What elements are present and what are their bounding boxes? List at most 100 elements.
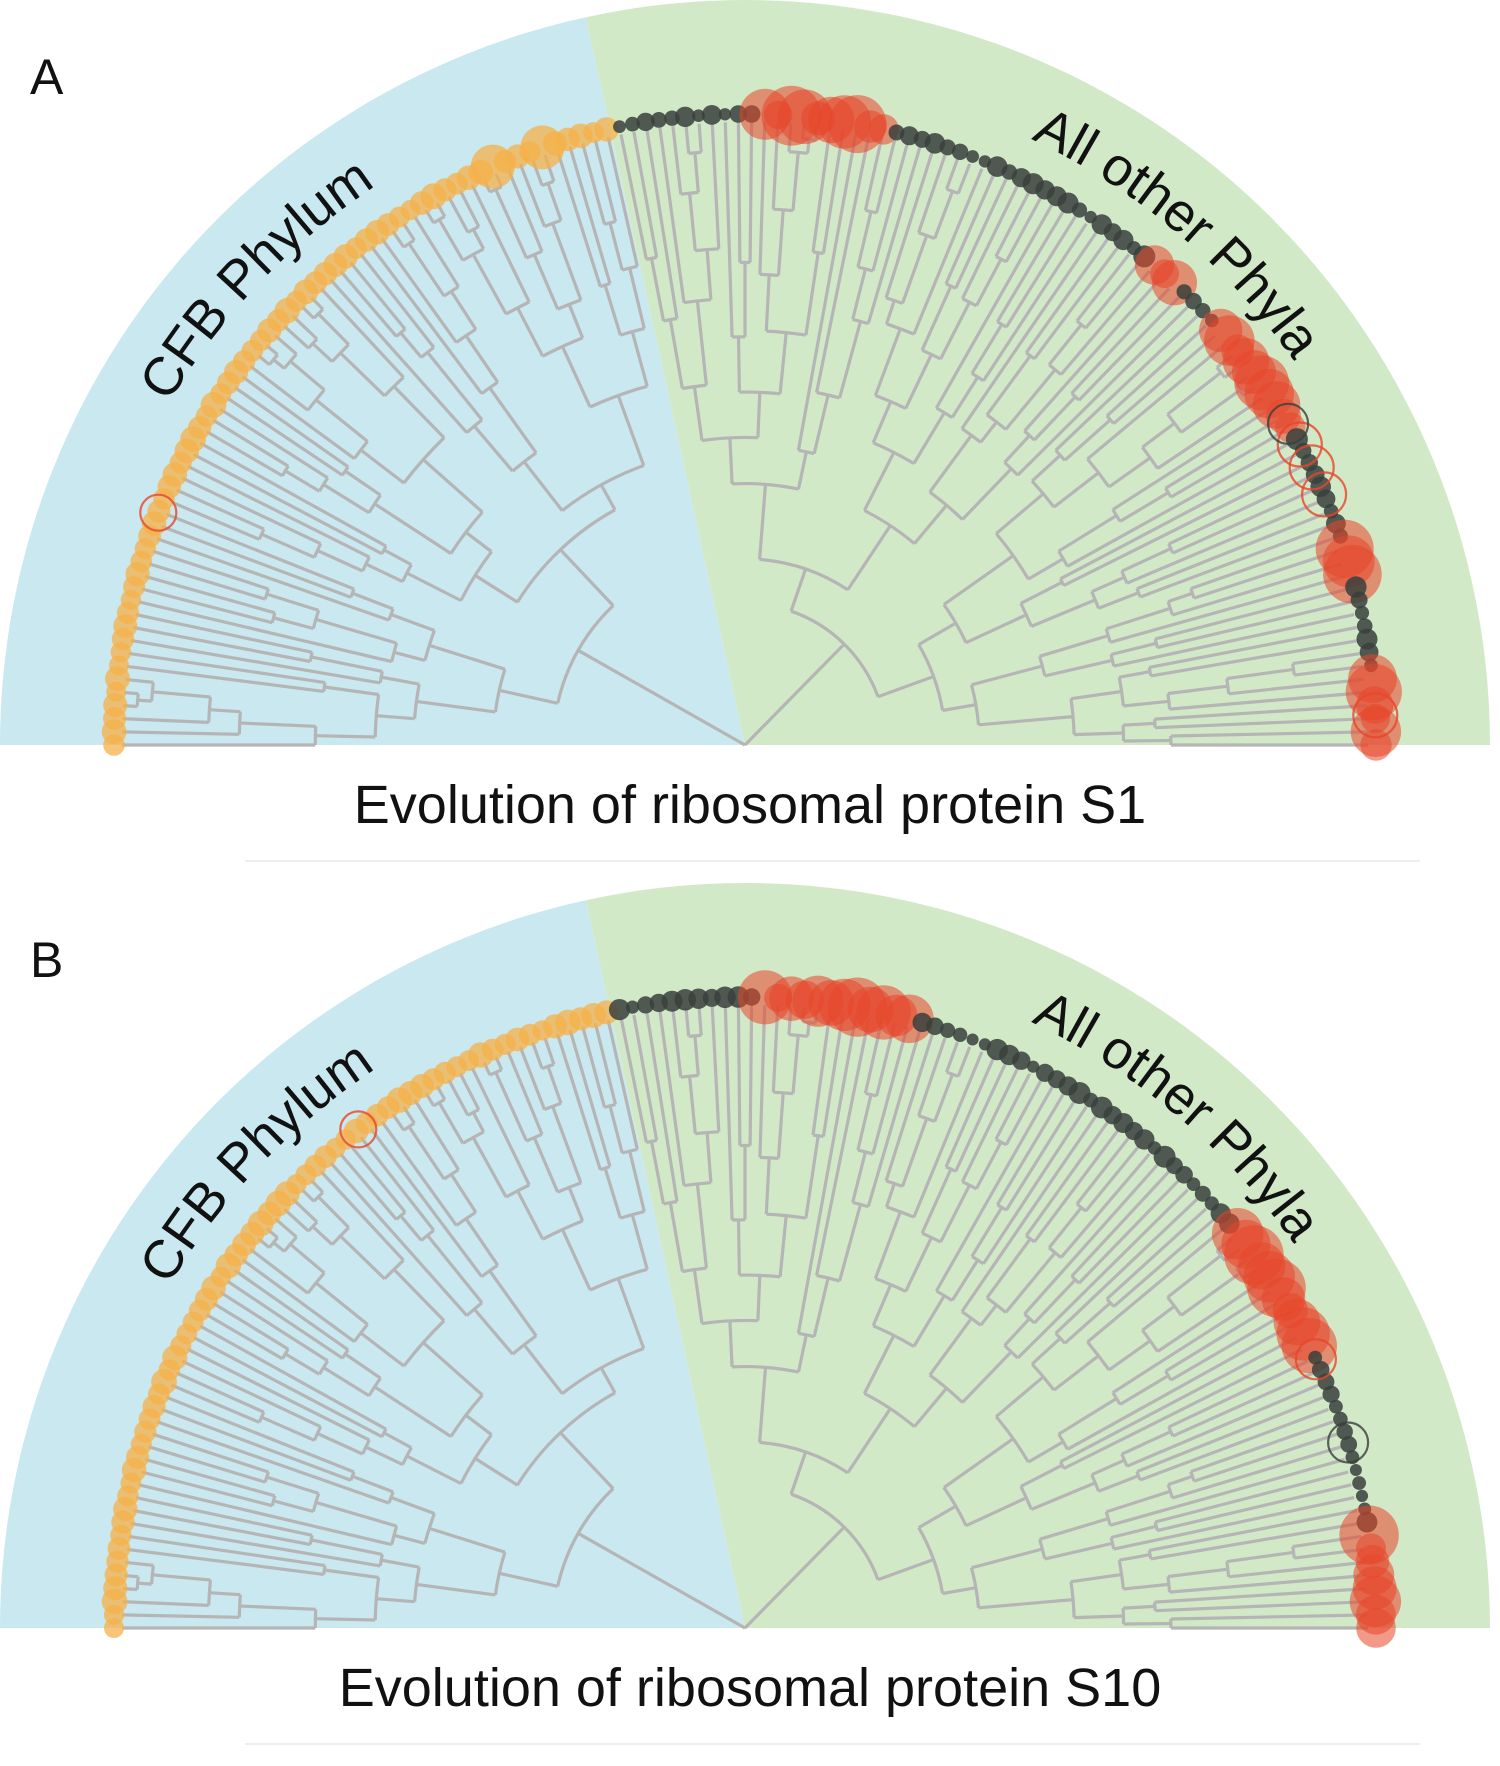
tree-branch	[965, 1496, 1027, 1528]
tree-branch	[986, 413, 1007, 431]
tree-branch	[568, 146, 612, 285]
tree-branch	[985, 354, 1032, 416]
tree-branch	[1027, 1440, 1065, 1464]
tree-branch	[152, 1432, 269, 1474]
tree-branch	[1110, 1524, 1157, 1540]
tree-branch	[871, 400, 893, 444]
tree-branch	[960, 1067, 1020, 1183]
tree-branch	[917, 1504, 957, 1529]
tree-branch	[1066, 1324, 1291, 1451]
tip-markers	[101, 85, 1402, 761]
tree-branch	[543, 1101, 562, 1111]
tree-branch	[1004, 1079, 1043, 1146]
caption-divider	[245, 1743, 1420, 1745]
tree-branch	[1077, 296, 1180, 402]
tree-branch	[165, 512, 355, 591]
tree-branch	[982, 222, 1088, 382]
tree-branch	[920, 285, 953, 351]
tree-branch	[649, 1141, 666, 1205]
tree-branch	[632, 131, 659, 258]
tree-branch	[982, 1105, 1088, 1265]
tree-branch	[619, 1210, 645, 1220]
tree-branch	[1024, 1120, 1110, 1237]
tree-branch	[464, 334, 500, 384]
tree-branch	[283, 1207, 310, 1233]
tree-branch	[1104, 628, 1112, 643]
tree-branch	[918, 231, 936, 240]
tree-branch	[383, 548, 413, 567]
tree-branch	[373, 1577, 381, 1621]
tree-branch	[759, 1440, 849, 1475]
tip-marker	[1329, 1399, 1343, 1414]
tree-branch	[1086, 344, 1225, 461]
tree-branch	[402, 238, 416, 249]
tree-branch	[1044, 1541, 1113, 1561]
tree-branches	[122, 121, 1368, 747]
tree-branch	[516, 1190, 545, 1240]
tree-branch	[668, 319, 684, 389]
tree-branch	[331, 343, 350, 363]
tree-branch	[270, 612, 277, 624]
tree-branch	[1154, 1587, 1367, 1604]
tree-branch	[917, 621, 957, 646]
tree-branch	[1057, 1433, 1069, 1451]
tree-branch	[945, 158, 959, 190]
tree-branch	[1063, 1301, 1112, 1345]
tree-branch	[1069, 698, 1076, 735]
tree-branch	[455, 327, 477, 344]
tree-branch	[567, 1186, 585, 1222]
tree-branch	[812, 250, 824, 256]
tree-branch	[274, 1217, 298, 1239]
tree-branch	[407, 1125, 446, 1180]
tree-branch	[1086, 457, 1111, 488]
tree-branch	[1074, 731, 1124, 737]
tip-marker	[650, 112, 667, 128]
tree-branch	[1141, 1304, 1176, 1332]
tree-branch	[1171, 562, 1342, 617]
tree-branch	[743, 642, 846, 747]
tree-branch	[471, 1136, 508, 1198]
tree-branch	[263, 1471, 270, 1483]
tree-branch	[489, 185, 503, 194]
tree-branch	[759, 1155, 779, 1160]
tree-branch	[851, 1151, 867, 1203]
tree-branch	[996, 320, 1008, 329]
tree-branch	[581, 1026, 607, 1108]
tree-branch	[723, 122, 734, 338]
tree-branch	[402, 1319, 446, 1367]
tree-branch	[556, 604, 615, 704]
tip-marker-ring	[1266, 402, 1310, 445]
tree-branch	[376, 714, 415, 721]
tree-branch	[1030, 598, 1096, 628]
tree-branch	[695, 1183, 708, 1269]
tree-branch	[289, 1242, 326, 1275]
tree-branch	[1167, 1474, 1193, 1487]
tree-branch	[756, 392, 762, 438]
tree-branch	[1166, 1576, 1172, 1593]
tree-branch	[233, 1269, 350, 1352]
tree-branch	[274, 334, 298, 356]
tree-branch	[1109, 574, 1346, 644]
tree-branch	[1091, 575, 1126, 594]
panel-caption: Evolution of ribosomal protein S10	[338, 1658, 1162, 1718]
tree-branch	[885, 1179, 904, 1188]
tree-branch	[480, 380, 499, 395]
tree-branch	[152, 690, 211, 699]
tree-branch	[464, 1217, 500, 1267]
tree-branch	[422, 458, 484, 514]
tree-branch	[455, 1210, 477, 1227]
tree-branch	[1153, 638, 1159, 648]
tip-marker	[1027, 1060, 1040, 1073]
tree-branch	[632, 1014, 659, 1141]
tree-branch	[1123, 1604, 1155, 1610]
tree-branch	[630, 331, 649, 387]
tree-branch	[281, 465, 290, 477]
tree-branch	[884, 300, 896, 325]
tree-branch	[946, 187, 959, 195]
tree-branch	[459, 1433, 493, 1485]
tree-branch	[505, 1183, 530, 1199]
tree-branch	[432, 1098, 446, 1108]
tree-branch	[212, 1301, 290, 1351]
tree-branch	[682, 383, 707, 391]
tree-branch	[736, 336, 741, 393]
